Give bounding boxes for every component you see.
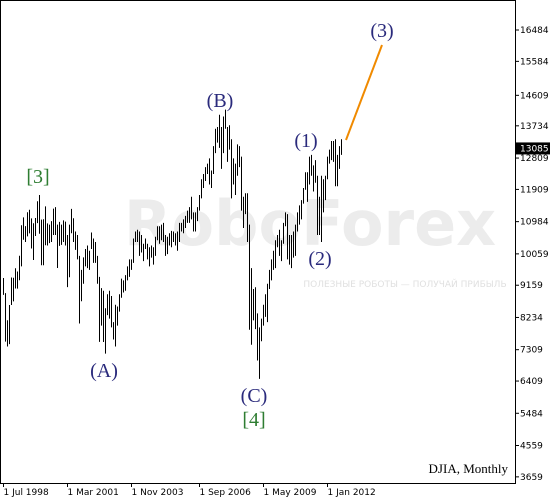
x-tick-label: 1 Jul 1998 [4, 488, 49, 498]
plot-frame [0, 0, 516, 484]
wave-label: (A) [90, 360, 118, 382]
y-tick-label: 9159 [520, 281, 543, 291]
wave-label: (1) [294, 130, 317, 152]
x-tick-label: 1 Sep 2006 [200, 488, 252, 498]
y-tick-label: 5484 [520, 409, 543, 419]
y-tick-label: 3659 [520, 473, 543, 483]
y-tick-label: 8234 [520, 313, 543, 323]
x-tick-label: 1 May 2009 [264, 488, 317, 498]
instrument-label: DJIA, Monthly [429, 461, 509, 476]
y-tick-label: 7309 [520, 346, 543, 356]
y-tick-label: 4559 [520, 442, 543, 452]
wave-label: (2) [308, 248, 331, 270]
wave-label: (B) [207, 90, 234, 112]
watermark-tagline: ПОЛЕЗНЫЕ РОБОТЫ — ПОЛУЧАЙ ПРИБЫЛЬ [303, 278, 506, 290]
y-tick-label: 12809 [520, 154, 549, 164]
y-tick-label: 16484 [520, 26, 549, 36]
last-price-label: 13085 [520, 144, 549, 154]
y-tick-label: 10059 [520, 250, 549, 260]
wave-label: (C) [241, 385, 268, 407]
x-tick-label: 1 Nov 2003 [132, 488, 184, 498]
last-price-box [516, 142, 550, 155]
wave-label: [4] [242, 409, 265, 431]
y-tick-label: 15584 [520, 57, 549, 67]
y-tick-label: 13734 [520, 122, 549, 132]
y-tick-label: 6409 [520, 377, 543, 387]
y-tick-label: 14609 [520, 91, 549, 101]
y-tick-label: 11909 [520, 185, 549, 195]
x-tick-label: 1 Mar 2001 [68, 488, 119, 498]
wave-label: [3] [26, 166, 49, 188]
wave-label: (3) [370, 20, 393, 42]
projection-line [345, 44, 383, 141]
x-tick-label: 1 Jan 2012 [328, 488, 376, 498]
y-tick-label: 10984 [520, 218, 549, 228]
